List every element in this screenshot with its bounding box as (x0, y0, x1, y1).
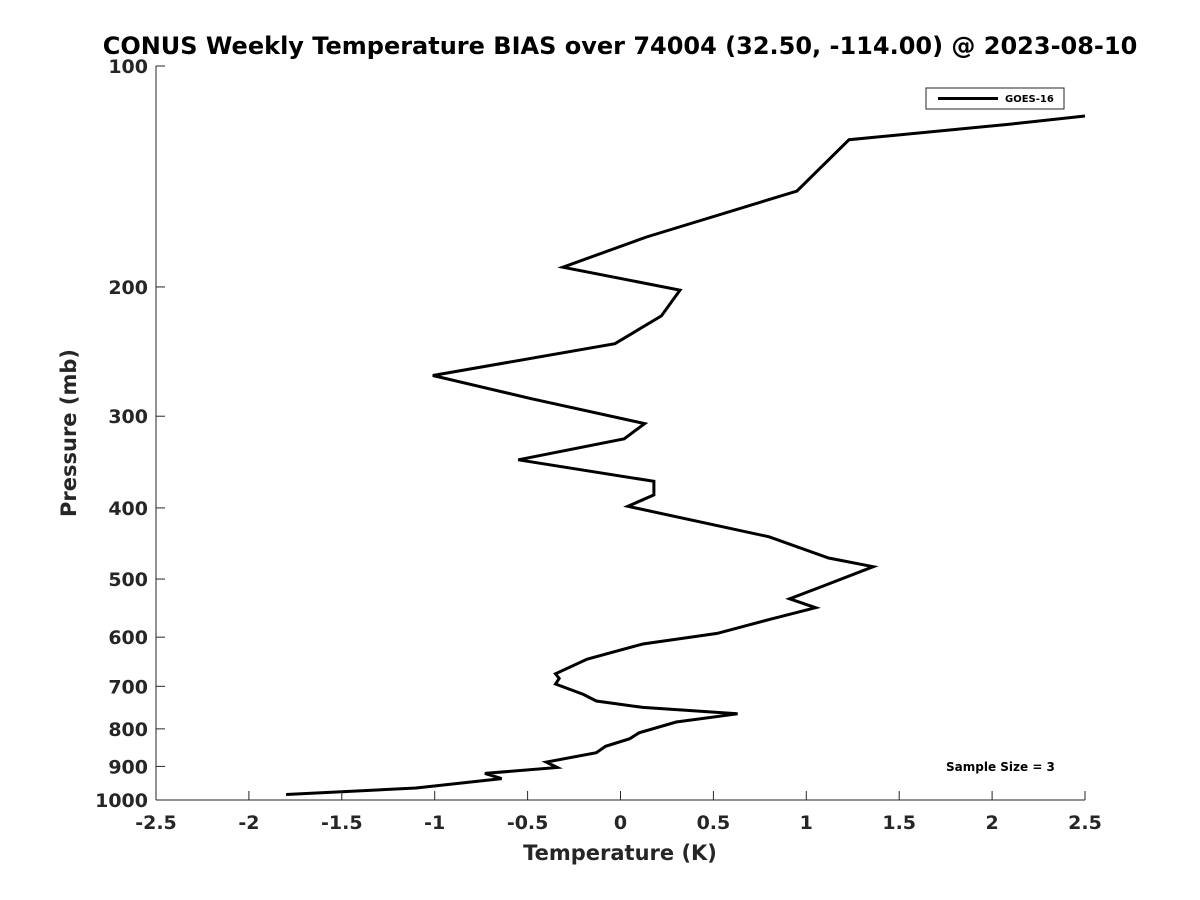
x-tick-label: 0.5 (697, 812, 731, 834)
plot-area (156, 66, 1085, 800)
y-tick-label: 400 (108, 498, 148, 520)
x-tick-label: 1 (800, 812, 813, 834)
x-tick-label: 0 (614, 812, 627, 834)
y-axis-label: Pressure (mb) (57, 349, 81, 517)
sample-size-annotation: Sample Size = 3 (946, 760, 1055, 774)
x-axis-label: Temperature (K) (523, 841, 717, 865)
data-layer (286, 114, 1086, 796)
x-ticks: -2.5 -2 -1.5 -1 -0.5 0 0.5 1 1.5 2 2.5 (135, 791, 1102, 834)
y-tick-label: 200 (108, 277, 148, 299)
y-tick-label: 100 (108, 56, 148, 78)
y-tick-label: 600 (108, 627, 148, 649)
chart-title: CONUS Weekly Temperature BIAS over 74004… (103, 32, 1138, 60)
y-tick-label: 1000 (95, 790, 148, 812)
series-line-goes-16 (286, 114, 1086, 796)
x-tick-label: 2 (985, 812, 998, 834)
y-tick-label: 700 (108, 676, 148, 698)
y-ticks: 100 200 300 400 500 600 700 800 900 1000 (95, 56, 165, 812)
x-tick-label: -1.5 (321, 812, 363, 834)
x-tick-label: -1 (424, 812, 445, 834)
y-tick-label: 300 (108, 406, 148, 428)
x-tick-label: -2 (238, 812, 259, 834)
legend-label-goes-16: GOES-16 (1005, 94, 1054, 105)
legend: GOES-16 (925, 87, 1065, 110)
x-tick-label: 1.5 (882, 812, 916, 834)
x-tick-label: -2.5 (135, 812, 177, 834)
x-tick-label: -0.5 (507, 812, 549, 834)
y-tick-label: 900 (108, 756, 148, 778)
y-tick-label: 800 (108, 719, 148, 741)
y-tick-label: 500 (108, 569, 148, 591)
x-tick-label: 2.5 (1068, 812, 1102, 834)
